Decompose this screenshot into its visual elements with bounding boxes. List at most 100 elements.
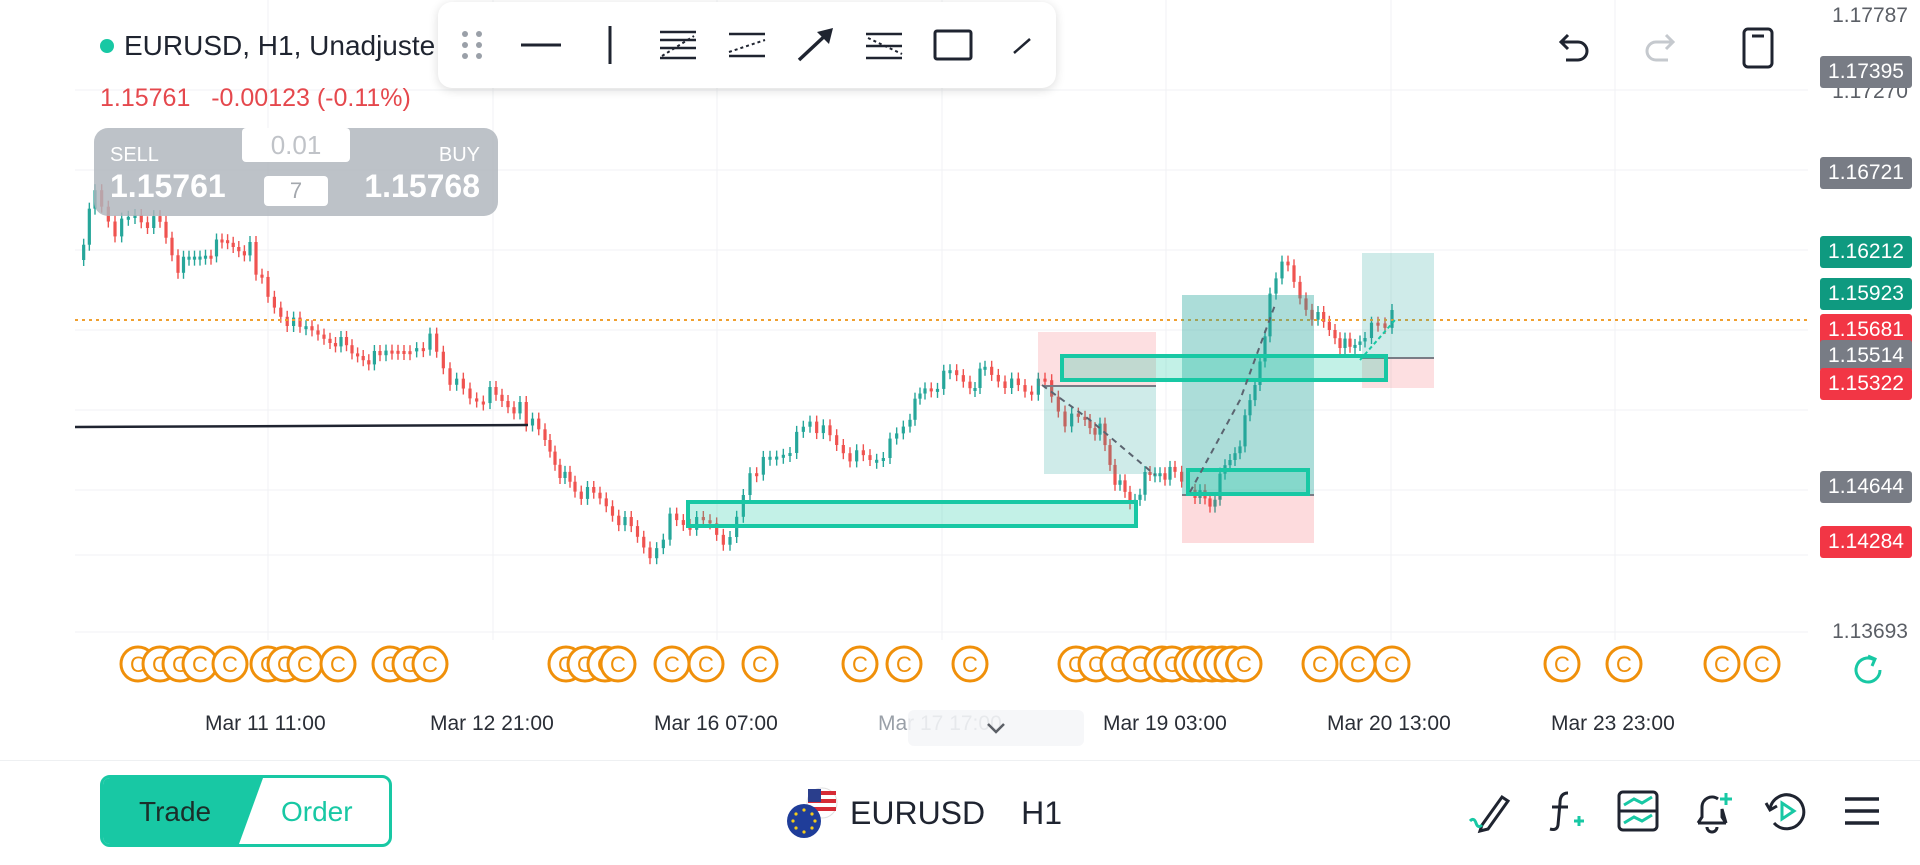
candle-body <box>415 348 419 352</box>
event-marker-label: C <box>1616 652 1632 677</box>
candle-body <box>1113 464 1117 485</box>
candle-body <box>1050 380 1054 397</box>
candle-body <box>1070 413 1074 427</box>
trade-order-toggle[interactable]: Trade Order <box>100 775 392 847</box>
price-badge: 1.17395 <box>1820 56 1912 88</box>
chart-drawings <box>74 253 1808 543</box>
price-chart[interactable]: CCCCCCCCCCCCCCCCCCCCCCCCCCCCCCCCCCCCCCCC… <box>0 0 1920 760</box>
drag-handle-icon[interactable] <box>438 10 507 80</box>
event-marker-circle <box>1743 645 1781 683</box>
bottom-bar: Trade Order EURUSD H1 <box>0 760 1920 865</box>
candle-body <box>384 350 388 356</box>
horizontal-line-icon[interactable] <box>507 10 576 80</box>
tab-order[interactable]: Order <box>281 796 353 827</box>
event-marker-icon: C <box>1703 645 1741 683</box>
event-marker-label: C <box>422 652 438 677</box>
menu-icon[interactable] <box>1834 783 1890 839</box>
symbol-name: EURUSD <box>850 794 986 831</box>
candle-body <box>1274 278 1278 294</box>
symbol-info[interactable]: EURUSD, H1, Unadjuste <box>100 30 435 62</box>
candle-body <box>629 517 633 527</box>
candle-body <box>648 547 652 559</box>
take-profit-zone <box>1182 295 1314 495</box>
device-orientation-icon[interactable] <box>1728 20 1788 76</box>
candle-body <box>1063 411 1067 427</box>
time-label: Mar 11 11:00 <box>205 712 326 735</box>
candle-body <box>983 366 987 370</box>
reset-chart-icon[interactable] <box>1844 646 1892 694</box>
candle-body <box>1268 293 1272 337</box>
candle-body <box>728 537 732 545</box>
candle-body <box>1358 341 1362 345</box>
buy-price-button[interactable]: 1.15768 <box>364 168 480 204</box>
symbol-selector[interactable]: EURUSD H1 <box>786 787 1062 839</box>
candle-body <box>1098 423 1102 435</box>
candle-body <box>1213 499 1217 507</box>
brush-icon[interactable] <box>987 10 1056 80</box>
candle-body <box>781 454 785 458</box>
chevron-down-icon <box>987 723 1005 734</box>
candle-body <box>695 517 699 530</box>
timeframe[interactable]: H1 <box>1021 794 1063 831</box>
time-label: Mar 16 07:00 <box>654 712 778 735</box>
candle-body <box>1030 391 1034 395</box>
time-axis[interactable]: Mar 11 11:00 Mar 12 21:00 Mar 16 07:00 M… <box>0 710 1808 756</box>
candle-body <box>913 398 917 420</box>
event-marker-circle <box>741 645 779 683</box>
redo-icon[interactable] <box>1632 20 1692 76</box>
event-marker-circle <box>1703 645 1741 683</box>
candle-body <box>1363 338 1367 342</box>
chart-area[interactable]: CCCCCCCCCCCCCCCCCCCCCCCCCCCCCCCCCCCCCCCC… <box>0 0 1920 760</box>
candle-body <box>642 536 646 548</box>
candle-body <box>435 333 439 352</box>
price-axis[interactable]: 1.17787 1.17270 1.13693 1.17395 1.16721 … <box>1808 0 1920 643</box>
candle-body <box>1316 312 1320 320</box>
parallel-channel-icon[interactable] <box>713 10 782 80</box>
candle-body <box>795 431 799 453</box>
price-change: 1.15761 -0.00123 (-0.11%) <box>100 84 411 113</box>
sell-label: SELL <box>110 144 159 166</box>
vertical-line-icon[interactable] <box>575 10 644 80</box>
candle-body <box>929 388 933 392</box>
candle-body <box>942 370 946 389</box>
candle-body <box>875 459 879 463</box>
event-marker-label: C <box>1088 652 1104 677</box>
scroll-handle[interactable] <box>908 710 1084 746</box>
indicators-icon[interactable] <box>1536 783 1592 839</box>
candle-body <box>1263 336 1267 362</box>
chart-grid <box>75 0 1808 640</box>
tab-trade[interactable]: Trade <box>103 778 263 844</box>
candle-body <box>475 398 479 402</box>
undo-icon[interactable] <box>1542 20 1602 76</box>
take-profit-zone <box>1362 253 1434 358</box>
event-marker-icon: C <box>1339 645 1377 683</box>
tab-trade-label: Trade <box>139 796 212 827</box>
candle-body <box>120 218 124 237</box>
event-marker-icon: C <box>211 645 249 683</box>
price-label: 1.17787 <box>1832 4 1908 27</box>
pitchfork-icon[interactable] <box>850 10 919 80</box>
candle-body <box>1088 420 1092 429</box>
candle-body <box>113 221 117 237</box>
drawing-tools-icon[interactable] <box>1462 783 1518 839</box>
event-marker-label: C <box>297 652 313 677</box>
candle-body <box>87 208 91 245</box>
path-drawing <box>1189 304 1276 493</box>
arrow-icon[interactable] <box>781 10 850 80</box>
quantity-input[interactable]: 0.01 <box>242 128 350 162</box>
candle-body <box>661 539 665 549</box>
add-alert-icon[interactable] <box>1684 783 1740 839</box>
candle-body <box>855 450 859 462</box>
candle-body <box>518 402 522 414</box>
rectangle-icon[interactable] <box>919 10 988 80</box>
sell-price-button[interactable]: 1.15761 <box>110 168 226 204</box>
price-badge: 1.15923 <box>1820 278 1912 310</box>
candle-body <box>1108 445 1112 465</box>
price-badge: 1.16212 <box>1820 236 1912 268</box>
replay-icon[interactable] <box>1758 783 1814 839</box>
candle-body <box>1243 415 1247 447</box>
chart-templates-icon[interactable] <box>1610 783 1666 839</box>
candle-body <box>558 464 562 478</box>
rectangle-drawing <box>1060 354 1388 382</box>
fib-retracement-icon[interactable] <box>644 10 713 80</box>
